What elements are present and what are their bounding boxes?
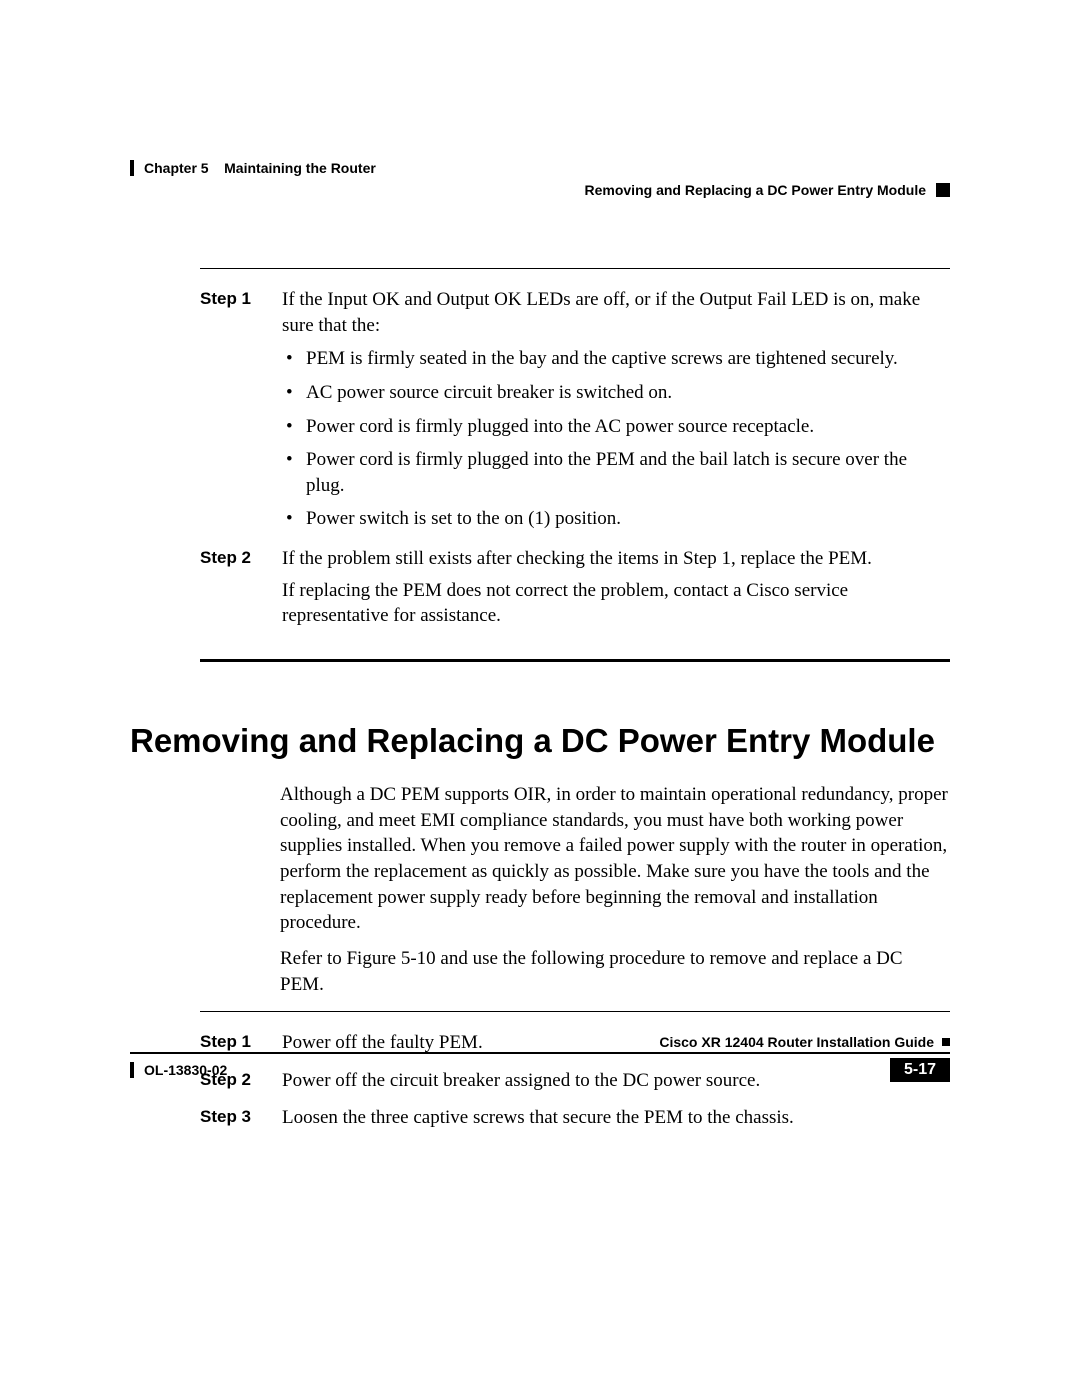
bullet-item: Power cord is firmly plugged into the PE…: [306, 447, 950, 498]
step-label: Step 3: [200, 1105, 260, 1137]
step-body: If the problem still exists after checki…: [282, 546, 950, 635]
bullet-item: PEM is firmly seated in the bay and the …: [306, 346, 950, 372]
step-intro: If the Input OK and Output OK LEDs are o…: [282, 287, 950, 338]
chapter-number: Chapter 5: [144, 160, 209, 176]
footer-tick-icon: [130, 1062, 134, 1078]
divider-thin: [200, 1011, 950, 1012]
header-square-icon: [936, 183, 950, 197]
step-label: Step 1: [200, 287, 260, 540]
bullet-item: Power switch is set to the on (1) positi…: [306, 506, 950, 532]
step-row: Step 3 Loosen the three captive screws t…: [200, 1105, 950, 1137]
intro-para: Although a DC PEM supports OIR, in order…: [280, 782, 950, 936]
steps-block-a: Step 1 If the Input OK and Output OK LED…: [200, 268, 950, 662]
footer-line1: Cisco XR 12404 Router Installation Guide: [130, 1034, 950, 1050]
step-label: Step 2: [200, 546, 260, 635]
step-intro: If the problem still exists after checki…: [282, 546, 950, 572]
footer-divider: [130, 1052, 950, 1054]
header-top: Chapter 5 Maintaining the Router: [130, 160, 950, 176]
page-footer: Cisco XR 12404 Router Installation Guide…: [130, 1034, 950, 1082]
step-body: If the Input OK and Output OK LEDs are o…: [282, 287, 950, 540]
step-bullets: PEM is firmly seated in the bay and the …: [282, 346, 950, 532]
page-number-badge: 5-17: [890, 1058, 950, 1082]
step-text: Loosen the three captive screws that sec…: [282, 1105, 950, 1131]
section-intro: Although a DC PEM supports OIR, in order…: [280, 782, 950, 997]
section-heading: Removing and Replacing a DC Power Entry …: [130, 722, 950, 760]
header-section-title: Removing and Replacing a DC Power Entry …: [585, 182, 927, 198]
divider-thin: [200, 268, 950, 269]
step-row: Step 1 If the Input OK and Output OK LED…: [200, 287, 950, 540]
chapter-title: Maintaining the Router: [224, 160, 376, 176]
intro-para: Refer to Figure 5-10 and use the followi…: [280, 946, 950, 997]
chapter-label: Chapter 5 Maintaining the Router: [144, 160, 376, 176]
header-tick-icon: [130, 160, 134, 176]
footer-square-icon: [942, 1038, 950, 1046]
bullet-item: Power cord is firmly plugged into the AC…: [306, 414, 950, 440]
step-extra: If replacing the PEM does not correct th…: [282, 578, 950, 629]
step-body: Loosen the three captive screws that sec…: [282, 1105, 950, 1137]
header-sub: Removing and Replacing a DC Power Entry …: [130, 182, 950, 198]
footer-guide-title: Cisco XR 12404 Router Installation Guide: [659, 1034, 934, 1050]
footer-line2: OL-13830-02 5-17: [130, 1058, 950, 1082]
step-row: Step 2 If the problem still exists after…: [200, 546, 950, 635]
divider-thick: [200, 659, 950, 662]
footer-left: OL-13830-02: [130, 1062, 227, 1078]
footer-doc-id: OL-13830-02: [144, 1062, 227, 1078]
bullet-item: AC power source circuit breaker is switc…: [306, 380, 950, 406]
page-content: Chapter 5 Maintaining the Router Removin…: [130, 160, 950, 1143]
